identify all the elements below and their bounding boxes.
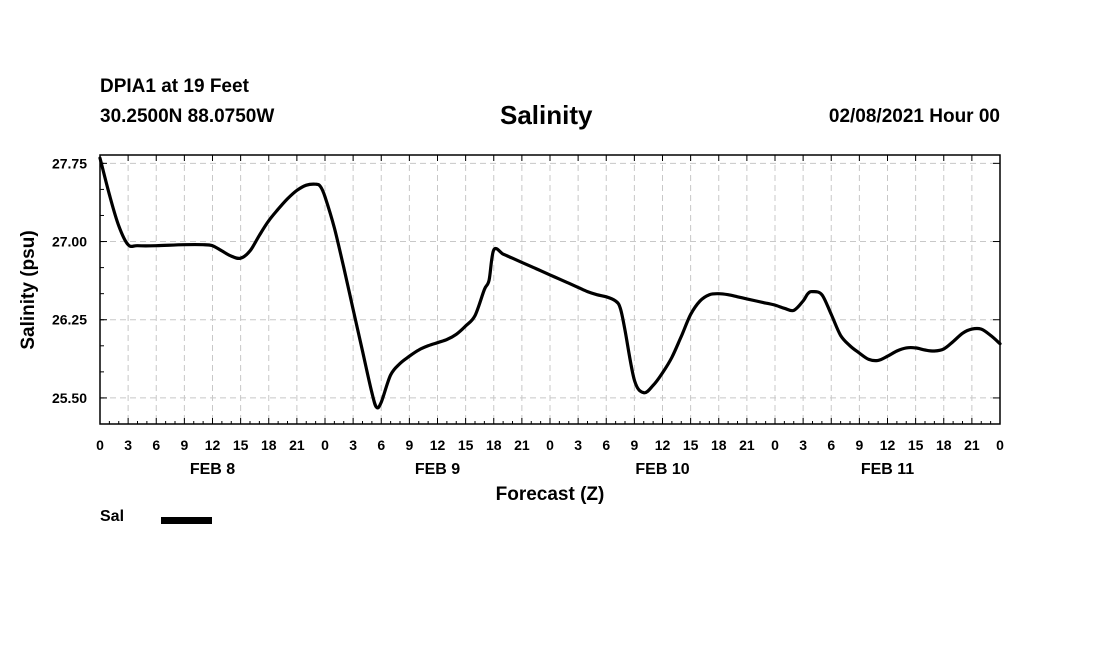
legend-label: Sal bbox=[100, 508, 125, 525]
series-line-sal bbox=[98, 156, 1002, 410]
x-tick-label: 0 bbox=[96, 437, 104, 453]
x-tick-label: 0 bbox=[996, 437, 1004, 453]
x-tick-label: 18 bbox=[711, 437, 727, 453]
day-label: FEB 8 bbox=[190, 461, 235, 478]
x-tick-label: 15 bbox=[683, 437, 699, 453]
day-label: FEB 10 bbox=[635, 461, 689, 478]
day-label: FEB 9 bbox=[415, 461, 460, 478]
y-axis-title: Salinity (psu) bbox=[18, 230, 39, 349]
x-tick-label: 21 bbox=[964, 437, 980, 453]
x-tick-label: 15 bbox=[233, 437, 249, 453]
y-tick-label: 25.50 bbox=[52, 390, 87, 406]
x-tick-label: 6 bbox=[827, 437, 835, 453]
x-tick-label: 0 bbox=[771, 437, 779, 453]
x-tick-label: 9 bbox=[630, 437, 638, 453]
chart-title: Salinity bbox=[500, 100, 593, 130]
x-tick-label: 21 bbox=[514, 437, 530, 453]
x-tick-label: 3 bbox=[349, 437, 357, 453]
x-tick-label: 0 bbox=[546, 437, 554, 453]
x-tick-label: 15 bbox=[908, 437, 924, 453]
x-tick-label: 12 bbox=[205, 437, 221, 453]
station-title: DPIA1 at 19 Feet bbox=[100, 76, 249, 97]
x-tick-label: 0 bbox=[321, 437, 329, 453]
x-axis-title: Forecast (Z) bbox=[496, 484, 605, 505]
x-tick-label: 3 bbox=[799, 437, 807, 453]
x-tick-label: 12 bbox=[880, 437, 896, 453]
x-tick-label: 18 bbox=[486, 437, 502, 453]
x-tick-label: 6 bbox=[377, 437, 385, 453]
y-tick-label: 26.25 bbox=[52, 312, 87, 328]
legend-swatch bbox=[161, 517, 212, 524]
x-tick-label: 9 bbox=[855, 437, 863, 453]
x-tick-label: 6 bbox=[602, 437, 610, 453]
x-tick-label: 21 bbox=[739, 437, 755, 453]
x-tick-label: 9 bbox=[180, 437, 188, 453]
y-tick-labels: 27.75 27.00 26.25 25.50 bbox=[52, 155, 87, 406]
x-tick-label: 9 bbox=[405, 437, 413, 453]
x-tick-label: 3 bbox=[574, 437, 582, 453]
x-tick-label: 18 bbox=[936, 437, 952, 453]
day-label: FEB 11 bbox=[861, 461, 914, 478]
forecast-datetime: 02/08/2021 Hour 00 bbox=[828, 106, 1000, 127]
x-tick-label: 18 bbox=[261, 437, 277, 453]
x-tick-label: 3 bbox=[124, 437, 132, 453]
x-tick-label: 6 bbox=[152, 437, 160, 453]
day-labels: FEB 8 FEB 9 FEB 10 FEB 11 bbox=[190, 461, 914, 478]
y-tick-label: 27.00 bbox=[52, 234, 87, 250]
x-tick-label: 21 bbox=[289, 437, 305, 453]
x-tick-labels: 0 3 6 9 12 15 18 21 0 3 6 9 12 15 18 21 0 3 6 9 12 15 18 21 0 3 6 9… bbox=[96, 437, 1004, 453]
x-tick-label: 12 bbox=[655, 437, 671, 453]
x-tick-label: 12 bbox=[430, 437, 446, 453]
x-tick-label: 15 bbox=[458, 437, 474, 453]
grid-lines bbox=[100, 155, 1000, 424]
axis-ticks bbox=[99, 155, 1001, 425]
series-layer bbox=[98, 156, 1002, 410]
station-coordinates: 30.2500N 88.0750W bbox=[100, 106, 275, 127]
y-tick-label: 27.75 bbox=[52, 155, 87, 171]
